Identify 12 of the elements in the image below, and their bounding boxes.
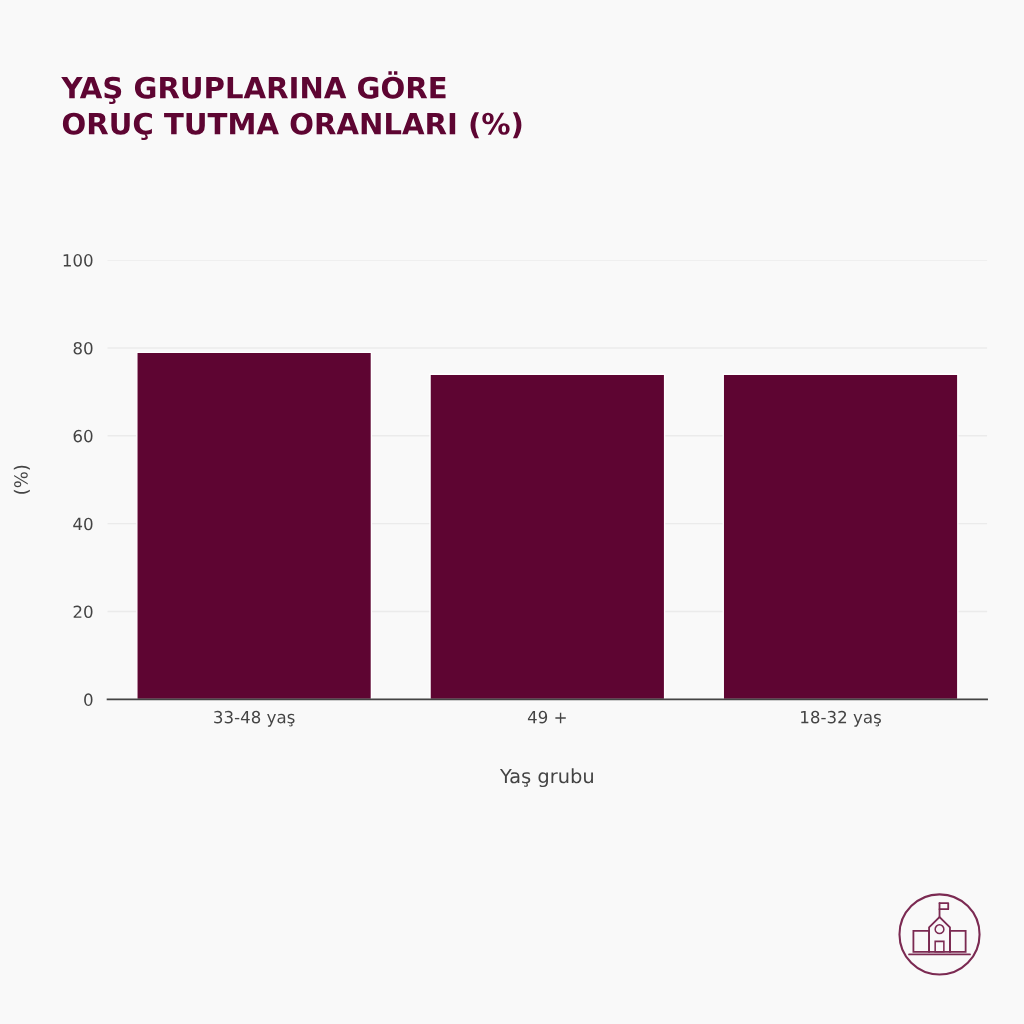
x-axis-title: Yaş grubu — [499, 768, 593, 788]
y-axis-title: (%) — [13, 465, 30, 494]
y-tick-label: 60 — [73, 429, 93, 443]
y-tick-label: 0 — [84, 693, 93, 706]
y-tick-label: 20 — [73, 605, 93, 619]
y-tick-label: 40 — [73, 517, 93, 531]
chart-title: YAŞ GRUPLARINA GÖRE ORUÇ TUTMA ORANLARI (%) — [61, 71, 522, 140]
y-tick-label: 80 — [73, 341, 93, 355]
x-tick-label: 33-48 yaş — [214, 710, 295, 727]
x-tick-label: 18-32 yaş — [801, 710, 881, 727]
y-tick-label: 100 — [63, 254, 93, 267]
x-tick-label: 49 + — [527, 710, 566, 724]
